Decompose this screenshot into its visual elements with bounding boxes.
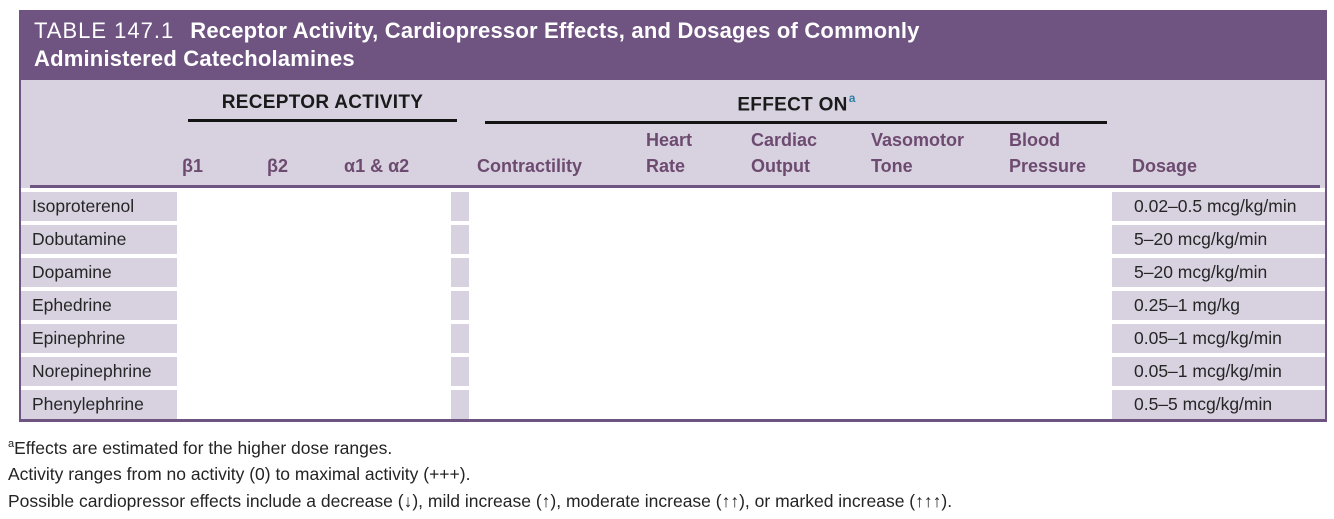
drug-name-cell: Norepinephrine	[21, 357, 177, 386]
section-separator	[451, 225, 469, 254]
table-row: Dopamine 5–20 mcg/kg/min	[21, 258, 1325, 287]
dosage-cell: 0.5–5 mcg/kg/min	[1112, 390, 1325, 419]
receptor-activity-blank-cells	[177, 258, 451, 287]
section-separator	[451, 258, 469, 287]
column-header-heart-rate-line2: Rate	[646, 156, 686, 176]
receptor-activity-blank-cells	[177, 324, 451, 353]
column-header-blood-pressure: Blood Pressure	[1009, 127, 1086, 179]
table-header: RECEPTOR ACTIVITY EFFECT ONa β1 β2 α1 & …	[21, 80, 1325, 188]
column-header-dosage: Dosage	[1132, 156, 1198, 176]
footnotes: aEffects are estimated for the higher do…	[8, 431, 952, 514]
effect-on-footnote-marker: a	[848, 91, 856, 105]
effect-on-blank-cells	[469, 291, 1112, 320]
header-divider-rule	[30, 185, 1320, 188]
receptor-activity-blank-cells	[177, 291, 451, 320]
footnote-3: Possible cardiopressor effects include a…	[8, 490, 953, 511]
drug-name-cell: Dopamine	[21, 258, 177, 287]
column-header-heart-rate: Heart Rate	[646, 127, 692, 179]
section-separator	[451, 291, 469, 320]
effect-on-blank-cells	[469, 324, 1112, 353]
dosage-cell: 5–20 mcg/kg/min	[1112, 258, 1325, 287]
catecholamine-table: TABLE 147.1 Receptor Activity, Cardiopres…	[19, 10, 1327, 422]
group-header-effect-on: EFFECT ONa	[485, 91, 1107, 125]
column-header-contractility: Contractility	[477, 156, 583, 176]
column-header-beta2: β2	[267, 156, 288, 176]
table-title-text: Receptor Activity, Cardiopressor Effects…	[34, 18, 920, 71]
table-row: Norepinephrine 0.05–1 mcg/kg/min	[21, 357, 1325, 386]
effect-on-blank-cells	[469, 258, 1112, 287]
table-number: TABLE 147.1	[34, 18, 175, 43]
table-row: Ephedrine 0.25–1 mg/kg	[21, 291, 1325, 320]
section-separator	[451, 390, 469, 419]
dosage-cell: 5–20 mcg/kg/min	[1112, 225, 1325, 254]
footnote-1: aEffects are estimated for the higher do…	[8, 431, 952, 461]
table-body: Isoproterenol 0.02–0.5 mcg/kg/min Dobuta…	[21, 188, 1325, 419]
column-header-cardiac-output: Cardiac Output	[751, 127, 817, 179]
drug-name-cell: Phenylephrine	[21, 390, 177, 419]
column-header-vasomotor-tone-line1: Vasomotor	[871, 130, 965, 150]
column-header-cardiac-output-line1: Cardiac	[751, 130, 818, 150]
section-separator	[451, 324, 469, 353]
table-row: Dobutamine 5–20 mcg/kg/min	[21, 225, 1325, 254]
footnote-2: Activity ranges from no activity (0) to …	[8, 464, 471, 485]
drug-name-cell: Ephedrine	[21, 291, 177, 320]
effect-on-blank-cells	[469, 390, 1112, 419]
column-header-alpha1-alpha2: α1 & α2	[344, 156, 410, 176]
section-separator	[451, 357, 469, 386]
group-header-receptor-activity: RECEPTOR ACTIVITY	[188, 92, 457, 122]
drug-name-cell: Epinephrine	[21, 324, 177, 353]
table-row: Isoproterenol 0.02–0.5 mcg/kg/min	[21, 192, 1325, 221]
table-banner: TABLE 147.1 Receptor Activity, Cardiopres…	[21, 10, 1325, 80]
table-title: TABLE 147.1 Receptor Activity, Cardiopres…	[34, 17, 1044, 73]
section-separator	[451, 192, 469, 221]
dosage-cell: 0.25–1 mg/kg	[1112, 291, 1325, 320]
receptor-activity-blank-cells	[177, 192, 451, 221]
table-row: Phenylephrine 0.5–5 mcg/kg/min	[21, 390, 1325, 419]
column-header-blood-pressure-line1: Blood	[1009, 130, 1060, 150]
column-header-cardiac-output-line2: Output	[751, 156, 810, 176]
table-row: Epinephrine 0.05–1 mcg/kg/min	[21, 324, 1325, 353]
column-header-blood-pressure-line2: Pressure	[1009, 156, 1087, 176]
column-header-vasomotor-tone-line2: Tone	[871, 156, 913, 176]
column-header-beta1: β1	[182, 156, 203, 176]
receptor-activity-blank-cells	[177, 225, 451, 254]
effect-on-blank-cells	[469, 357, 1112, 386]
footnote-1-marker: a	[8, 438, 15, 450]
drug-name-cell: Dobutamine	[21, 225, 177, 254]
effect-on-label: EFFECT ON	[737, 94, 848, 116]
column-header-heart-rate-line1: Heart	[646, 130, 693, 150]
dosage-cell: 0.05–1 mcg/kg/min	[1112, 357, 1325, 386]
effect-on-blank-cells	[469, 225, 1112, 254]
receptor-activity-blank-cells	[177, 390, 451, 419]
dosage-cell: 0.05–1 mcg/kg/min	[1112, 324, 1325, 353]
receptor-activity-blank-cells	[177, 357, 451, 386]
footnote-1-text: Effects are estimated for the higher dos…	[14, 437, 393, 458]
drug-name-cell: Isoproterenol	[21, 192, 177, 221]
dosage-cell: 0.02–0.5 mcg/kg/min	[1112, 192, 1325, 221]
effect-on-blank-cells	[469, 192, 1112, 221]
column-header-vasomotor-tone: Vasomotor Tone	[871, 127, 964, 179]
